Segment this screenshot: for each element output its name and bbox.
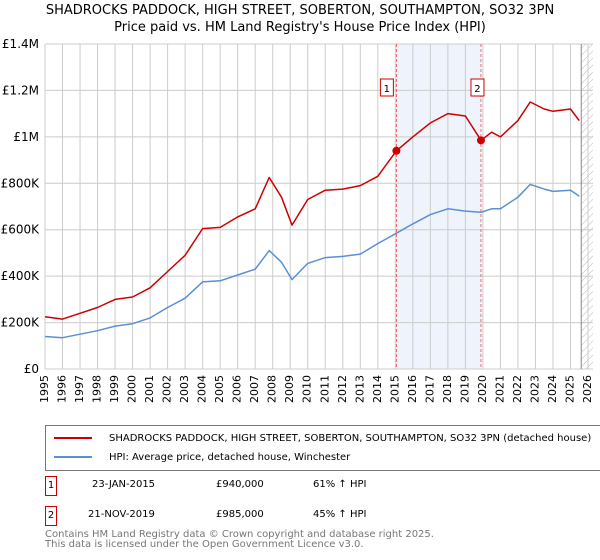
- y-tick-label: £0: [24, 362, 39, 376]
- series-line: [44, 101, 580, 320]
- legend: SHADROCKS PADDOCK, HIGH STREET, SOBERTON…: [45, 425, 600, 471]
- sale-date: 21-NOV-2019: [88, 509, 155, 520]
- sale-marker-box: [379, 78, 394, 97]
- x-tick-label: 2025: [563, 375, 576, 403]
- sale-marker-label: 1: [384, 84, 390, 95]
- x-tick-label: 2005: [213, 375, 226, 403]
- sale-point: [476, 136, 485, 145]
- x-tick-label: 1996: [56, 375, 69, 403]
- x-tick-label: 2013: [353, 375, 366, 403]
- chart-subtitle: Price paid vs. HM Land Registry's House …: [114, 20, 486, 35]
- sale-price: £985,000: [216, 509, 264, 520]
- sale-marker-label: 2: [45, 506, 57, 526]
- legend-label: SHADROCKS PADDOCK, HIGH STREET, SOBERTON…: [109, 432, 592, 444]
- sale-marker-label: 1: [45, 476, 57, 496]
- x-tick-label: 2004: [196, 375, 209, 403]
- x-tick-label: 1995: [38, 375, 51, 403]
- x-tick-label: 2017: [423, 375, 436, 403]
- sale-marker-label: 2: [474, 84, 480, 95]
- hatched-forecast-region: [581, 44, 593, 369]
- x-tick-label: 2003: [178, 375, 191, 403]
- x-tick-label: 2010: [301, 375, 314, 403]
- y-tick-label: £1.4M: [2, 37, 39, 51]
- sale-hpi: 61% ↑ HPI: [313, 479, 367, 490]
- legend-label: HPI: Average price, detached house, Winc…: [109, 451, 351, 463]
- y-tick-label: £800K: [1, 176, 41, 190]
- plot-area: 1995 1996 1997 1998 1999 2000 2001 2002 2003 2004…: [1, 37, 594, 403]
- x-tick-label: 2022: [511, 375, 524, 403]
- x-tick-label: 2009: [283, 375, 296, 403]
- y-tick-label: £400K: [1, 269, 41, 283]
- y-tick-label: £1M: [13, 130, 39, 144]
- x-tick-label: 2014: [371, 375, 384, 403]
- legend-item-hpi: HPI: Average price, detached house, Winc…: [54, 450, 350, 464]
- legend-swatch-red: [54, 437, 92, 439]
- y-tick-label: £600K: [1, 223, 41, 237]
- footer-line-2: This data is licensed under the Open Gov…: [45, 539, 364, 550]
- sale-price: £940,000: [216, 479, 264, 490]
- x-tick-label: 1999: [108, 375, 121, 403]
- x-tick-label: 2020: [476, 375, 489, 403]
- x-tick-label: 2006: [231, 375, 244, 403]
- legend-swatch-blue: [54, 456, 92, 458]
- x-tick-label: 2011: [318, 375, 331, 403]
- x-tick-label: 1997: [73, 375, 86, 403]
- series-line: [44, 183, 580, 339]
- x-tick-label: 1998: [91, 375, 104, 403]
- sale-marker-box: [470, 78, 485, 97]
- x-tick-label: 2000: [126, 375, 139, 403]
- x-tick-label: 2001: [143, 375, 156, 403]
- x-tick-label: 2026: [581, 375, 594, 403]
- footer-line-1: Contains HM Land Registry data © Crown c…: [45, 529, 434, 540]
- sale-point: [392, 146, 401, 155]
- x-tick-label: 2019: [458, 375, 471, 403]
- footer: Contains HM Land Registry data © Crown c…: [45, 530, 434, 550]
- x-tick-label: 2021: [493, 375, 506, 403]
- sale-hpi: 45% ↑ HPI: [313, 509, 367, 520]
- x-tick-label: 2024: [546, 375, 559, 403]
- sale-date: 23-JAN-2015: [92, 479, 156, 490]
- chart-title: SHADROCKS PADDOCK, HIGH STREET, SOBERTON…: [45, 3, 555, 18]
- x-tick-label: 2018: [441, 375, 454, 403]
- x-tick-label: 2007: [248, 375, 261, 403]
- sale-row: 1 23-JAN-2015 £940,000 61% ↑ HPI: [45, 476, 545, 496]
- x-tick-label: 2002: [161, 375, 174, 403]
- x-tick-label: 2016: [406, 375, 419, 403]
- shaded-period: [396, 44, 481, 369]
- x-tick-label: 2015: [388, 375, 401, 403]
- x-tick-label: 2008: [266, 375, 279, 403]
- x-tick-label: 2023: [528, 375, 541, 403]
- legend-item-property: SHADROCKS PADDOCK, HIGH STREET, SOBERTON…: [54, 431, 591, 445]
- y-tick-label: £1.2M: [2, 83, 39, 97]
- x-tick-label: 2012: [336, 375, 349, 403]
- y-tick-label: £200K: [1, 316, 41, 330]
- sale-row: 2 21-NOV-2019 £985,000 45% ↑ HPI: [45, 506, 545, 526]
